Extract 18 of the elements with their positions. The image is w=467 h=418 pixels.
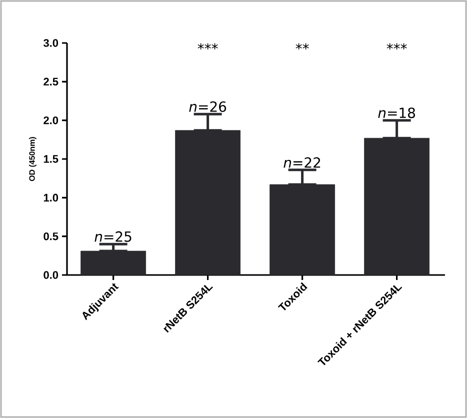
annotation: **: [296, 43, 309, 50]
annotation: n=26: [189, 101, 226, 112]
y-tick-label: 1.5: [44, 155, 58, 163]
annotation: ***: [386, 43, 407, 50]
y-tick-label: 2.0: [44, 116, 58, 124]
y-tick-label: 0.0: [44, 271, 58, 279]
annotation: n=25: [94, 231, 132, 242]
bar: [175, 130, 241, 276]
y-tick-label: 1.0: [44, 194, 58, 202]
bar: [270, 184, 336, 276]
y-tick-label: 3.0: [44, 39, 58, 47]
annotation: ***: [198, 43, 218, 50]
bar: [364, 138, 430, 276]
y-tick-label: 2.5: [44, 78, 58, 86]
annotation: n=22: [284, 157, 320, 168]
annotation: n=18: [378, 108, 415, 118]
bar: [80, 250, 146, 276]
y-tick-label: 0.5: [44, 232, 58, 240]
